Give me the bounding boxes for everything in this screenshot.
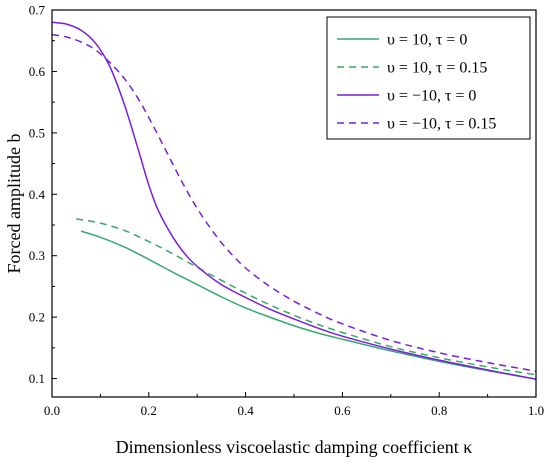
- y-tick-label: 0.1: [29, 371, 45, 386]
- x-tick-label: 0.4: [237, 403, 254, 418]
- x-tick-label: 1.0: [528, 403, 544, 418]
- x-axis-title: Dimensionless viscoelastic damping coeff…: [116, 437, 473, 457]
- legend-label-2: υ = 10, τ = 0.15: [387, 60, 487, 77]
- y-tick-label: 0.7: [29, 3, 46, 18]
- series-line-4: [51, 33, 537, 372]
- legend-label-4: υ = −10, τ = 0.15: [387, 116, 496, 133]
- y-axis-ticks: 0.1 0.2 0.3 0.4 0.5 0.6 0.7: [29, 3, 57, 386]
- y-axis-title: Forced amplitude b: [4, 134, 24, 274]
- legend-label-1: υ = 10, τ = 0: [387, 32, 467, 49]
- series-line-2: [76, 218, 537, 376]
- plot-lines: [51, 21, 537, 380]
- y-tick-label: 0.4: [29, 187, 46, 202]
- legend-box: [326, 16, 531, 140]
- x-tick-label: 0.2: [141, 403, 157, 418]
- y-tick-label: 0.5: [29, 125, 45, 140]
- x-axis-ticks: 0.0 0.2 0.4 0.6 0.8 1.0: [44, 392, 544, 418]
- series-line-3: [51, 21, 537, 380]
- x-tick-label: 0.6: [334, 403, 351, 418]
- y-tick-label: 0.2: [29, 310, 45, 325]
- y-tick-label: 0.3: [29, 248, 45, 263]
- y-tick-label: 0.6: [29, 64, 46, 79]
- series-line-1: [80, 230, 537, 380]
- legend-label-3: υ = −10, τ = 0: [387, 88, 476, 105]
- legend: υ = 10, τ = 0 υ = 10, τ = 0.15 υ = −10, τ …: [326, 16, 531, 140]
- x-tick-label: 0.8: [431, 403, 447, 418]
- x-tick-label: 0.0: [44, 403, 60, 418]
